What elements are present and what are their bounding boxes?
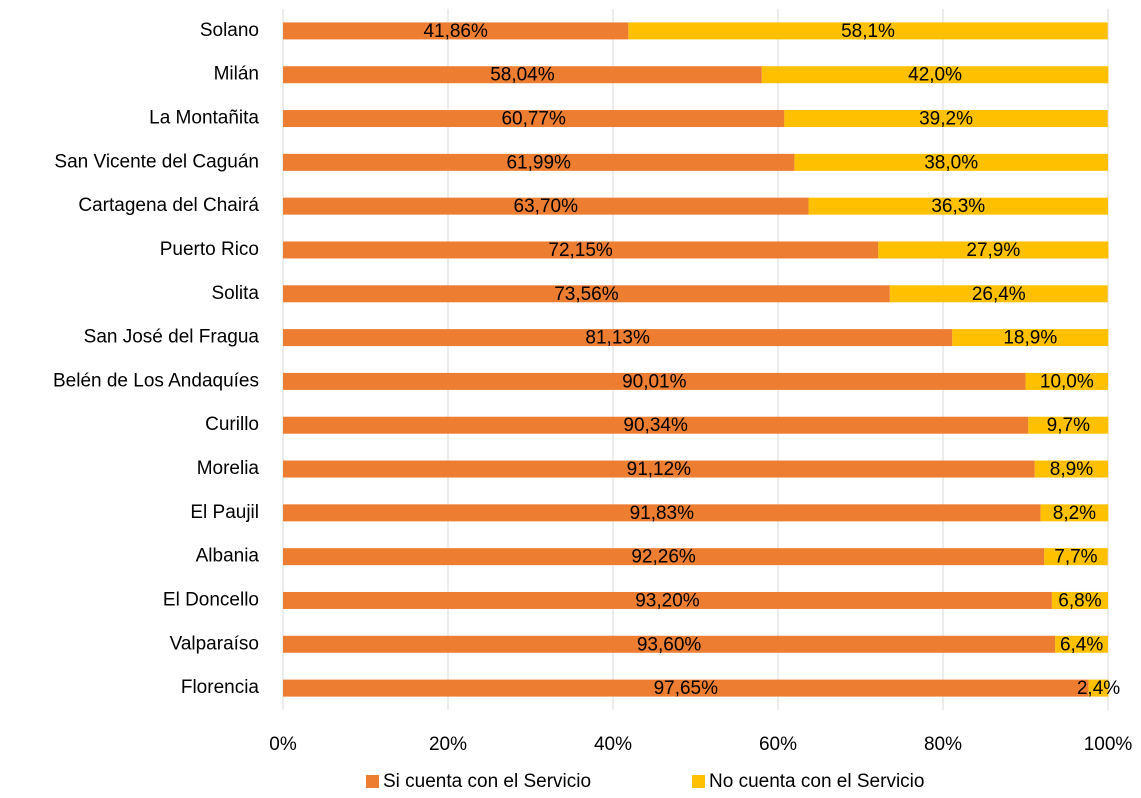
bar-segment bbox=[283, 372, 1026, 390]
bar-segment bbox=[1055, 635, 1108, 653]
legend-swatch bbox=[692, 775, 705, 788]
x-tick-label: 60% bbox=[759, 734, 797, 755]
y-tick-label: Cartagena del Chairá bbox=[78, 195, 259, 216]
value-label: 61,99% bbox=[506, 152, 571, 173]
legend-label: Si cuenta con el Servicio bbox=[383, 771, 591, 792]
value-label: 9,7% bbox=[1047, 415, 1090, 436]
value-label: 81,13% bbox=[585, 328, 650, 349]
value-label: 10,0% bbox=[1040, 371, 1094, 392]
value-label: 2,4% bbox=[1077, 678, 1120, 699]
bar-segment bbox=[628, 22, 1108, 40]
bar-segment bbox=[761, 66, 1109, 84]
y-tick-label: San José del Fragua bbox=[84, 327, 260, 348]
y-tick-label: Belén de Los Andaquíes bbox=[53, 370, 259, 391]
y-tick-label: Valparaíso bbox=[170, 633, 259, 654]
y-tick-label: San Vicente del Caguán bbox=[54, 151, 259, 172]
bar-segment bbox=[283, 66, 762, 84]
bar-segment bbox=[1034, 460, 1109, 478]
x-tick-label: 80% bbox=[924, 734, 962, 755]
bar-segment bbox=[283, 504, 1041, 522]
bar-segment bbox=[784, 110, 1108, 128]
value-label: 42,0% bbox=[908, 65, 962, 86]
y-tick-label: Morelia bbox=[197, 458, 260, 479]
x-tick-label: 0% bbox=[269, 734, 297, 755]
bar-segment bbox=[283, 285, 890, 303]
value-label: 91,83% bbox=[630, 503, 695, 524]
bar-segment bbox=[283, 241, 879, 259]
bar-segment bbox=[283, 635, 1056, 653]
value-label: 63,70% bbox=[514, 196, 579, 217]
value-label: 6,8% bbox=[1058, 590, 1101, 611]
x-tick-label: 20% bbox=[429, 734, 467, 755]
bar-segment bbox=[283, 679, 1089, 697]
value-label: 18,9% bbox=[1003, 328, 1057, 349]
bar-segment bbox=[889, 285, 1108, 303]
bar-segment bbox=[283, 22, 629, 40]
value-label: 7,7% bbox=[1054, 547, 1097, 568]
value-label: 91,12% bbox=[627, 459, 692, 480]
bar-segment bbox=[1088, 679, 1109, 697]
y-tick-label: El Paujil bbox=[190, 502, 259, 523]
value-label: 39,2% bbox=[919, 109, 973, 130]
value-label: 38,0% bbox=[924, 152, 978, 173]
value-label: 90,34% bbox=[623, 415, 688, 436]
value-label: 90,01% bbox=[622, 371, 687, 392]
bar-segment bbox=[283, 591, 1052, 609]
y-tick-label: Puerto Rico bbox=[160, 239, 259, 260]
y-tick-label: Curillo bbox=[205, 414, 259, 435]
y-tick-label: Solita bbox=[211, 283, 259, 304]
x-tick-label: 40% bbox=[594, 734, 632, 755]
value-label: 92,26% bbox=[631, 547, 696, 568]
value-label: 8,9% bbox=[1050, 459, 1093, 480]
y-tick-label: Florencia bbox=[181, 677, 260, 698]
value-label: 58,1% bbox=[841, 21, 895, 42]
bar-segment bbox=[1028, 416, 1109, 434]
value-label: 93,20% bbox=[635, 590, 700, 611]
bar-segment bbox=[878, 241, 1109, 259]
value-label: 27,9% bbox=[966, 240, 1020, 261]
value-label: 26,4% bbox=[972, 284, 1026, 305]
value-label: 60,77% bbox=[501, 109, 566, 130]
bar-segment bbox=[283, 329, 953, 347]
value-label: 93,60% bbox=[637, 634, 702, 655]
y-tick-label: Milán bbox=[214, 64, 259, 85]
y-tick-label: Solano bbox=[200, 20, 259, 41]
value-label: 73,56% bbox=[554, 284, 619, 305]
bar-segment bbox=[283, 548, 1045, 566]
x-tick-label: 100% bbox=[1084, 734, 1133, 755]
y-tick-label: La Montañita bbox=[149, 108, 259, 129]
value-label: 8,2% bbox=[1053, 503, 1096, 524]
value-label: 58,04% bbox=[490, 65, 555, 86]
bar-segment bbox=[1051, 591, 1108, 609]
legend-label: No cuenta con el Servicio bbox=[709, 771, 924, 792]
bar-segment bbox=[808, 197, 1108, 215]
value-label: 72,15% bbox=[548, 240, 613, 261]
y-tick-label: El Doncello bbox=[163, 589, 259, 610]
bar-segment bbox=[283, 197, 809, 215]
value-label: 97,65% bbox=[654, 678, 719, 699]
bar-segment bbox=[952, 329, 1109, 347]
bar-segment bbox=[283, 153, 795, 171]
bar-segment bbox=[1040, 504, 1109, 522]
bar-segment bbox=[1044, 548, 1108, 566]
value-label: 36,3% bbox=[931, 196, 985, 217]
value-label: 6,4% bbox=[1060, 634, 1103, 655]
bar-segment bbox=[283, 416, 1029, 434]
bar-segment bbox=[283, 110, 785, 128]
value-label: 41,86% bbox=[423, 21, 488, 42]
bar-segment bbox=[1025, 372, 1109, 390]
legend-swatch bbox=[366, 775, 379, 788]
bar-segment bbox=[794, 153, 1108, 171]
y-tick-label: Albania bbox=[196, 546, 260, 567]
bar-segment bbox=[283, 460, 1035, 478]
